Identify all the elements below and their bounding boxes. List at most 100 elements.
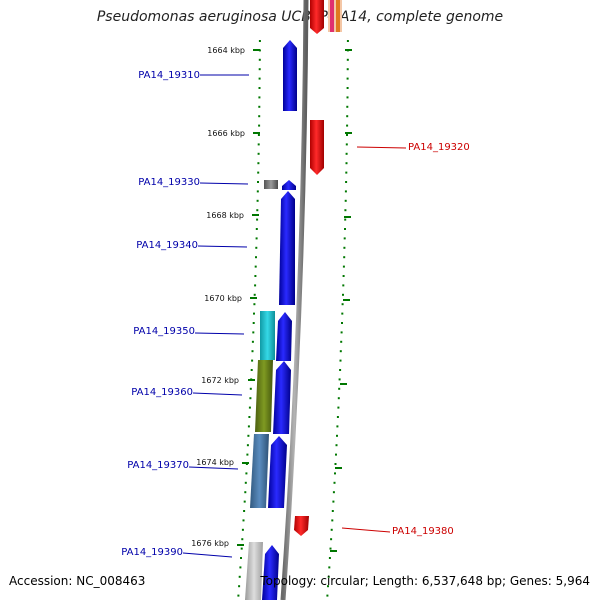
- guide-dot: [238, 585, 241, 588]
- gene-arrow-pa14-19310: [283, 40, 297, 111]
- scale-tick-label: 1666 kbp: [207, 129, 245, 138]
- gene-label-pa14-19350[interactable]: PA14_19350: [133, 326, 195, 337]
- guide-dot: [346, 58, 349, 61]
- topology-text: Topology: circular; Length: 6,537,648 bp…: [260, 574, 590, 588]
- guide-dot: [344, 190, 347, 193]
- genome-backbone: [280, 0, 309, 600]
- guide-dot: [254, 265, 257, 268]
- guide-dot: [337, 406, 340, 409]
- guide-dot: [247, 425, 250, 428]
- partial-feature-pink: [330, 0, 334, 32]
- gene-arrow-pa14-19380: [294, 516, 309, 536]
- gene-label-pa14-19320[interactable]: PA14_19320: [408, 142, 470, 153]
- guide-dot: [258, 87, 261, 89]
- scale-tick-label: 1672 kbp: [201, 376, 239, 385]
- guide-dot: [249, 387, 252, 390]
- guide-dot: [258, 40, 261, 42]
- guide-dot: [328, 566, 331, 569]
- guide-dot: [255, 228, 258, 230]
- gene-label-group[interactable]: PA14_19360: [131, 387, 243, 398]
- gene-label-group[interactable]: PA14_19330: [138, 177, 249, 188]
- guide-dot: [326, 594, 329, 597]
- guide-dot: [239, 566, 242, 569]
- gene-label-pa14-19370[interactable]: PA14_19370: [127, 460, 189, 471]
- guide-dot: [338, 378, 341, 381]
- gene-label-group[interactable]: PA14_19350: [133, 326, 245, 337]
- gene-arrow-pa14-19390: [262, 545, 279, 600]
- guide-dot: [242, 519, 245, 522]
- partial-feature-orange: [336, 0, 340, 32]
- guide-dot: [246, 453, 249, 456]
- guide-dot: [336, 416, 339, 418]
- gene-block-pa14-19370: [250, 434, 269, 508]
- guide-dot: [342, 284, 345, 287]
- gene-label-group[interactable]: PA14_19390: [121, 547, 233, 558]
- guide-dot: [257, 162, 260, 165]
- gene-label-pa14-19360[interactable]: PA14_19360: [131, 387, 193, 398]
- gene-label-pa14-19330[interactable]: PA14_19330: [138, 177, 200, 188]
- guide-dot: [336, 434, 338, 437]
- guide-dot: [251, 350, 254, 353]
- guide-dot: [345, 162, 348, 165]
- scale-tick-label: 1670 kbp: [204, 294, 242, 303]
- guide-dot: [256, 209, 259, 212]
- guide-dot: [343, 256, 346, 259]
- gene-label-pa14-19380[interactable]: PA14_19380: [392, 526, 454, 537]
- gene-label-pa14-19310[interactable]: PA14_19310: [138, 70, 200, 81]
- scale-tick-label: 1674 kbp: [196, 458, 234, 467]
- scale-ticks: 1664 kbp 1666 kbp 1668 kbp 1670 kbp 1672…: [191, 46, 352, 552]
- guide-dot: [333, 481, 336, 484]
- gene-arrow-pa14-19360: [273, 361, 291, 434]
- gene-arrow-pa14-19350: [276, 312, 292, 361]
- guide-dot: [254, 275, 257, 277]
- guide-dot: [328, 557, 331, 559]
- guide-dot: [346, 87, 349, 89]
- gene-label-group[interactable]: PA14_19370: [127, 460, 239, 471]
- guide-dot: [247, 434, 250, 437]
- gene-label-group[interactable]: PA14_19380: [341, 526, 454, 537]
- gene-arrow-pa14-19330: [282, 180, 296, 190]
- guide-dot: [257, 181, 259, 183]
- guide-dot: [337, 397, 340, 400]
- guide-dot: [327, 575, 330, 578]
- guide-dot: [335, 453, 337, 456]
- guide-dot: [246, 444, 249, 447]
- gene-arrow-pa14-19320: [310, 120, 324, 175]
- gene-features: [245, 40, 324, 600]
- gene-label-group[interactable]: PA14_19340: [136, 240, 248, 251]
- guide-dot: [258, 105, 261, 108]
- guide-dot: [346, 68, 349, 71]
- guide-dot: [345, 171, 348, 174]
- gene-label-group[interactable]: PA14_19320: [356, 142, 470, 153]
- guide-dot: [255, 256, 257, 259]
- top-partial-features: [310, 0, 342, 34]
- guide-dot: [345, 143, 348, 146]
- guide-dot: [251, 359, 254, 362]
- gene-label-pa14-19390[interactable]: PA14_19390: [121, 547, 183, 558]
- guide-dot: [342, 265, 345, 268]
- dotted-guide-rings: [237, 40, 349, 597]
- gene-label-group[interactable]: PA14_19310: [138, 70, 249, 81]
- guide-dot: [341, 322, 343, 324]
- guide-dot: [343, 246, 346, 249]
- guide-dot: [255, 246, 258, 249]
- gene-block-pa14-19350: [260, 311, 275, 360]
- guide-dot: [252, 322, 255, 324]
- guide-dot: [330, 528, 333, 531]
- guide-dot: [237, 594, 240, 597]
- guide-dot: [248, 416, 251, 418]
- gene-label-pa14-19340[interactable]: PA14_19340: [136, 240, 198, 251]
- scale-tick: 1666 kbp: [207, 129, 260, 138]
- guide-dot: [335, 444, 338, 447]
- scale-tick: 1670 kbp: [204, 294, 257, 303]
- guide-dot: [258, 124, 261, 127]
- guide-dot: [344, 209, 347, 212]
- guide-dot: [344, 199, 347, 202]
- guide-dot: [336, 425, 339, 428]
- guide-dot: [346, 96, 349, 99]
- guide-dot: [340, 340, 343, 343]
- accession-text: Accession: NC_008463: [9, 574, 146, 588]
- scale-tick-label: 1664 kbp: [207, 46, 245, 55]
- guide-dot: [344, 218, 347, 221]
- gene-block-pa14-19330: [264, 180, 278, 189]
